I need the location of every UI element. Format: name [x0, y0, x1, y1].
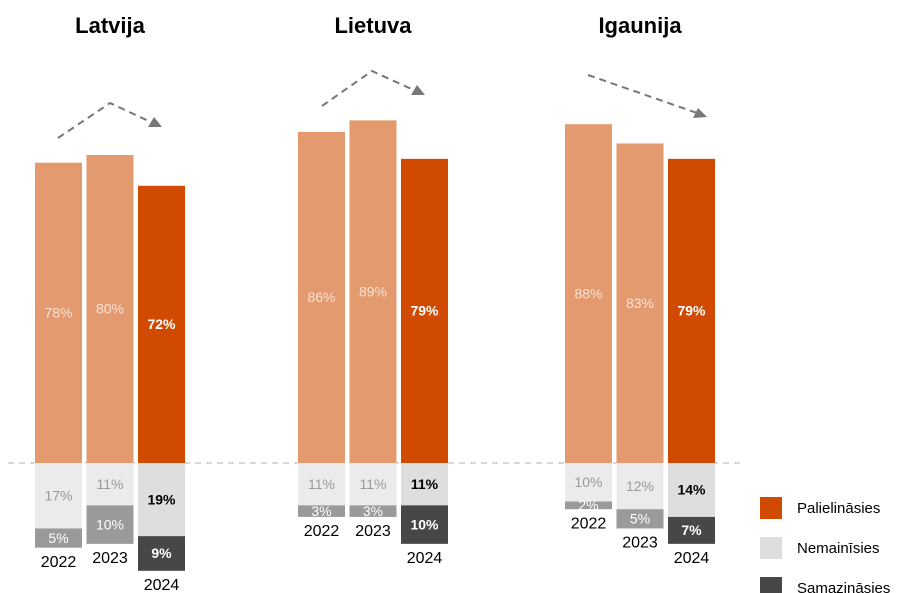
- bar-segment: [349, 120, 397, 463]
- bar-segment: [298, 505, 345, 517]
- bar-segment: [86, 505, 134, 544]
- bar-segment: [349, 505, 397, 517]
- value-label: 80%: [96, 301, 124, 317]
- bar-segment: [668, 463, 715, 517]
- x-tick-label: 2023: [92, 550, 128, 567]
- x-tick-label: 2022: [304, 523, 340, 540]
- bar-segment: [138, 185, 185, 464]
- bar-segment: [565, 463, 612, 502]
- bar-segment: [298, 131, 345, 463]
- value-label: 10%: [410, 516, 439, 532]
- value-label: 10%: [574, 474, 602, 490]
- value-label: 2%: [578, 497, 598, 513]
- bar-segment: [138, 536, 185, 571]
- bar-segment: [616, 143, 664, 463]
- arrow-head: [693, 108, 707, 118]
- value-label: 78%: [44, 305, 72, 321]
- bar-segment: [565, 124, 612, 463]
- bar-segment: [668, 516, 715, 544]
- bar-segment: [298, 463, 345, 506]
- trend-arrow: [321, 69, 419, 107]
- value-label: 5%: [48, 530, 68, 546]
- value-label: 10%: [96, 516, 124, 532]
- bar-segment: [86, 155, 134, 463]
- value-label: 9%: [151, 545, 172, 561]
- value-label: 12%: [626, 478, 654, 494]
- value-label: 79%: [410, 303, 439, 319]
- bar-segment: [616, 463, 664, 510]
- bar-segment: [35, 162, 82, 463]
- group-title: Igaunija: [598, 13, 682, 38]
- bar-segment: [86, 463, 134, 506]
- trend-arrow: [587, 74, 701, 115]
- value-label: 11%: [411, 476, 439, 492]
- bar-segment: [401, 505, 448, 544]
- value-label: 17%: [44, 487, 72, 503]
- legend-swatch: [760, 577, 782, 593]
- bar-segment: [35, 528, 82, 548]
- trend-arrows: [57, 69, 701, 139]
- value-label: 11%: [308, 476, 335, 492]
- arrow-head: [411, 85, 425, 95]
- value-label: 86%: [307, 289, 335, 305]
- x-tick-label: 2024: [674, 550, 710, 567]
- value-label: 3%: [311, 503, 331, 519]
- group-title: Latvija: [75, 13, 145, 38]
- value-label: 5%: [630, 511, 650, 527]
- value-label: 19%: [147, 491, 176, 507]
- value-label: 72%: [147, 316, 176, 332]
- value-label: 88%: [574, 285, 602, 301]
- x-tick-label: 2024: [407, 550, 443, 567]
- value-label: 11%: [97, 476, 124, 492]
- bar-segment: [349, 463, 397, 506]
- x-tick-label: 2022: [41, 554, 77, 571]
- x-tick-label: 2022: [571, 515, 607, 532]
- value-label: 3%: [363, 503, 383, 519]
- x-tick-label: 2024: [144, 577, 180, 593]
- bar-segment: [35, 463, 82, 529]
- group-title: Lietuva: [334, 13, 412, 38]
- legend-swatch: [760, 537, 782, 559]
- legend-label: Samazināsies: [797, 580, 890, 593]
- arrow-heads: [148, 85, 707, 127]
- legend-swatch: [760, 497, 782, 519]
- value-label: 11%: [360, 476, 387, 492]
- arrow-head: [148, 117, 162, 127]
- bar-segment: [565, 501, 612, 510]
- value-label: 14%: [677, 482, 706, 498]
- bar-segment: [668, 158, 715, 463]
- trend-arrow: [57, 101, 156, 139]
- legend-label: Nemainīsies: [797, 540, 880, 557]
- bar-segment: [616, 509, 664, 529]
- bar-segment: [401, 463, 448, 506]
- bar-segment: [138, 463, 185, 537]
- value-label: 79%: [677, 303, 706, 319]
- legend-label: Palielināsies: [797, 500, 880, 517]
- value-label: 83%: [626, 295, 654, 311]
- x-tick-label: 2023: [622, 535, 658, 552]
- value-label: 89%: [359, 283, 387, 299]
- value-label: 7%: [681, 522, 702, 538]
- bar-segment: [401, 158, 448, 463]
- x-tick-label: 2023: [355, 523, 391, 540]
